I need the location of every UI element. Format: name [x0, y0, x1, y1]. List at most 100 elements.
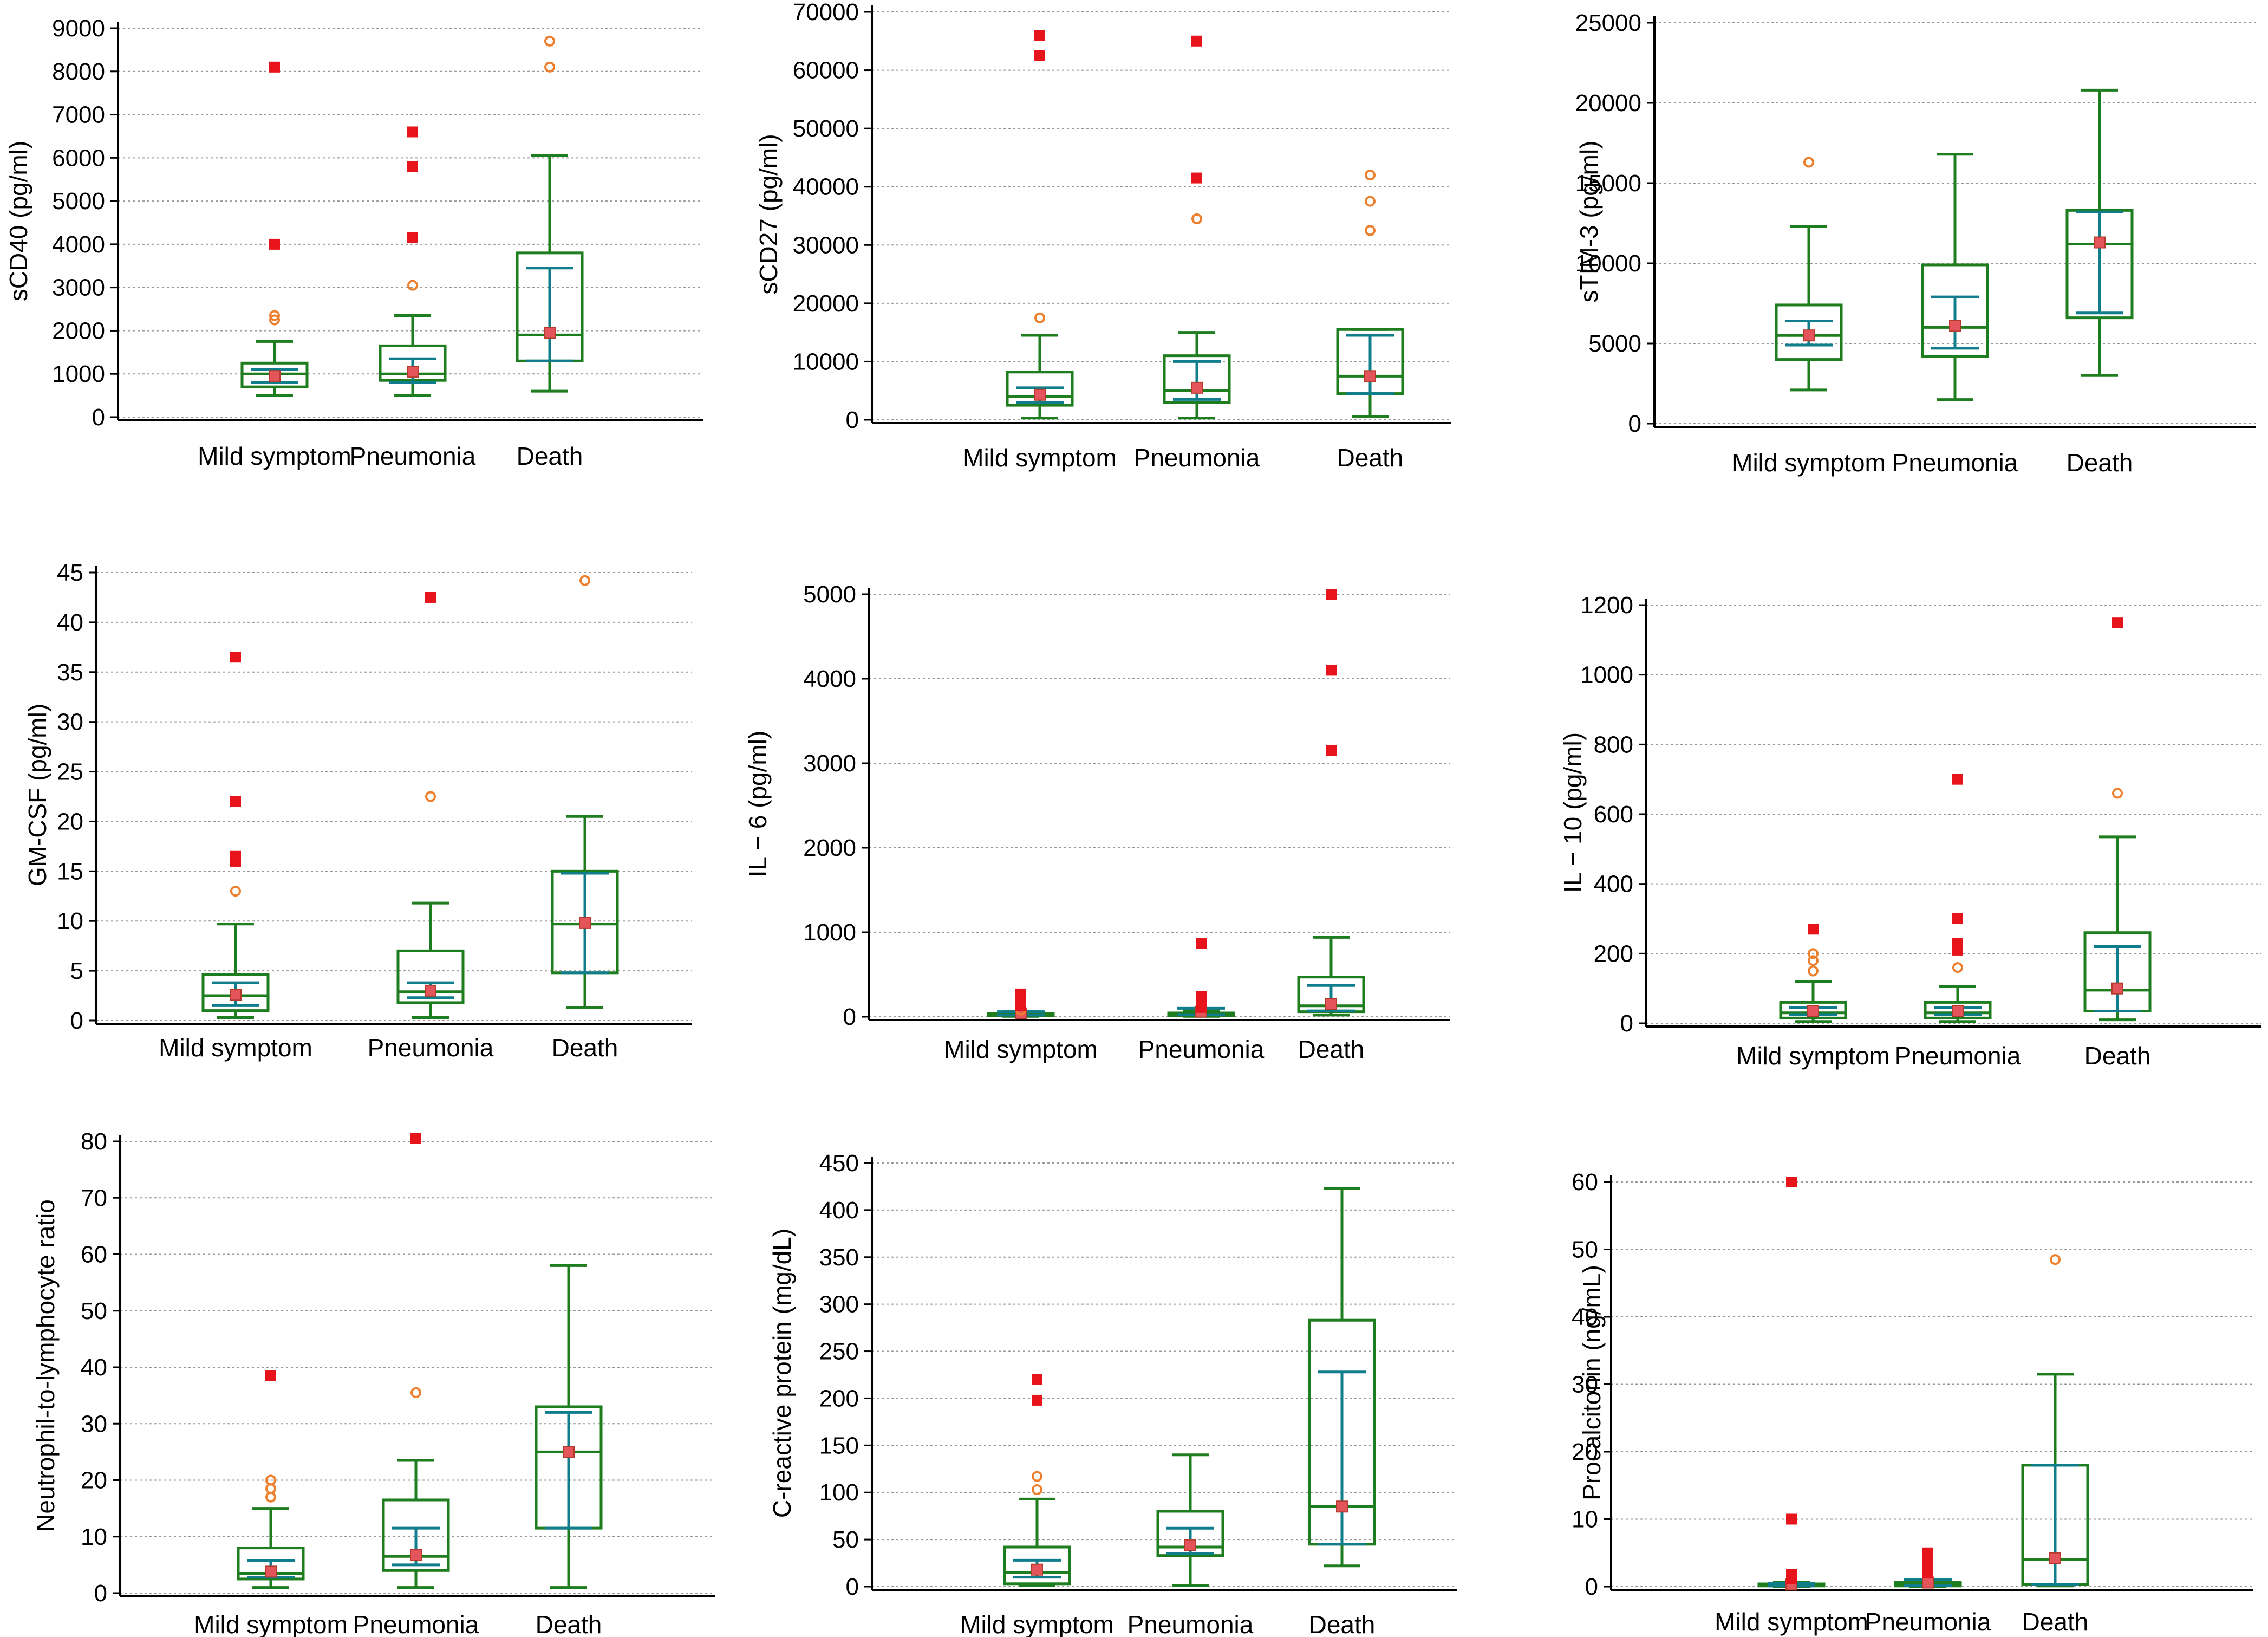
chart-panel-9: 0 10 20 30 40 50 60 Procalcitonin (ng/mL) Mild s… — [1572, 1169, 2253, 1636]
y-tick-label: 25000 — [1575, 10, 1641, 36]
y-axis-label: sCD40 (pg/ml) — [4, 141, 32, 302]
y-tick-label: 400 — [1594, 871, 1633, 898]
y-tick-label: 20 — [57, 808, 83, 835]
box-group-mild-symptom — [240, 61, 309, 397]
y-tick-label: 10000 — [793, 348, 859, 375]
y-tick-label: 2000 — [52, 317, 105, 344]
far-outlier-point — [1015, 988, 1026, 999]
far-outlier-point — [407, 161, 418, 172]
mean-marker — [2111, 982, 2123, 995]
y-tick-label: 400 — [819, 1197, 859, 1224]
y-tick-label: 30 — [1572, 1372, 1598, 1398]
mean-marker — [1922, 1576, 1934, 1589]
far-outlier-point — [265, 1370, 276, 1381]
x-category-label: Mild symptom — [963, 444, 1117, 472]
chart-panel-3: 0 5000 10000 15000 20000 25000 sTIM-3 (pg/ml) M… — [1575, 10, 2256, 477]
x-category-label: Pneumonia — [1865, 1608, 1991, 1636]
x-category-label: Death — [1298, 1035, 1365, 1063]
y-tick-label: 0 — [1620, 1010, 1633, 1037]
mean-marker — [265, 1565, 277, 1578]
mean-marker — [2094, 236, 2106, 249]
far-outlier-point — [1196, 1002, 1207, 1013]
outlier-point — [1032, 1484, 1042, 1496]
far-outlier-point — [1032, 1374, 1042, 1385]
far-outlier-point — [1326, 665, 1337, 676]
outlier-point — [410, 1387, 421, 1398]
box-group-death — [1308, 1187, 1376, 1568]
outlier-point — [1365, 170, 1376, 181]
box-group-mild-symptom — [1775, 157, 1843, 392]
iqr-box — [201, 973, 270, 1012]
far-outlier-point — [230, 652, 241, 663]
mean-marker — [1031, 1563, 1043, 1576]
y-tick-label: 70000 — [793, 0, 859, 25]
y-axis-label: C-reactive protein (mg/dL) — [768, 1229, 796, 1518]
far-outlier-point — [1786, 1569, 1797, 1580]
far-outlier-point — [1786, 1513, 1797, 1525]
mean-marker — [407, 366, 419, 378]
far-outlier-point — [1786, 1177, 1797, 1187]
x-category-label: Death — [2022, 1608, 2089, 1636]
y-tick-label: 0 — [1628, 411, 1641, 437]
y-tick-label: 60 — [81, 1242, 107, 1268]
outlier-point — [269, 314, 280, 326]
far-outlier-point — [230, 796, 241, 807]
box-group-pneumonia — [1167, 938, 1235, 1018]
y-axis-label: sTIM-3 (pg/ml) — [1575, 141, 1603, 303]
outlier-point — [544, 35, 555, 47]
far-outlier-point — [1326, 745, 1337, 756]
iqr-box — [1006, 371, 1074, 407]
x-category-label: Mild symptom — [194, 1610, 348, 1637]
chart-panel-6: 0 200 400 600 800 1000 1200 IL − 10 (pg/ml) Mild… — [1559, 592, 2261, 1070]
x-category-label: Pneumonia — [353, 1610, 479, 1637]
mean-marker — [579, 917, 591, 929]
iqr-box — [1163, 354, 1231, 404]
y-tick-label: 800 — [1594, 731, 1633, 758]
box-group-death — [551, 575, 619, 1009]
y-tick-label: 50 — [81, 1298, 107, 1324]
y-tick-label: 15000 — [1575, 170, 1641, 197]
far-outlier-point — [230, 850, 241, 862]
iqr-box — [1779, 1001, 1847, 1019]
y-tick-label: 0 — [94, 1580, 107, 1607]
y-axis-label: sCD27 (pg/ml) — [754, 134, 783, 295]
x-category-label: Pneumonia — [1138, 1035, 1265, 1063]
box-group-mild-symptom — [237, 1370, 305, 1589]
chart-panel-8: 0 50 100 150 200 250 300 350 400 450 C-reactive pr… — [768, 1150, 1457, 1637]
y-tick-label: 50 — [1572, 1237, 1598, 1263]
box-group-pneumonia — [382, 1133, 450, 1589]
iqr-box — [1003, 1545, 1071, 1586]
mean-marker — [1325, 998, 1337, 1010]
y-tick-label: 30 — [57, 709, 83, 736]
y-tick-label: 30 — [81, 1411, 107, 1437]
box-group-pneumonia — [396, 592, 465, 1019]
outlier-point — [579, 575, 590, 586]
far-outlier-point — [407, 232, 418, 243]
outlier-point — [407, 280, 418, 291]
far-outlier-point — [425, 592, 436, 603]
x-category-label: Mild symptom — [1715, 1608, 1868, 1636]
y-tick-label: 2000 — [803, 835, 856, 861]
y-tick-label: 40 — [57, 609, 83, 636]
far-outlier-point — [269, 61, 280, 73]
y-tick-label: 10 — [1572, 1506, 1598, 1533]
box-group-death — [2065, 88, 2134, 377]
chart-panel-5: 0 1000 2000 3000 4000 5000 IL − 6 (pg/ml) Mild … — [744, 581, 1450, 1063]
outlier-point — [1808, 965, 1819, 977]
y-tick-label: 100 — [819, 1479, 859, 1506]
iqr-box — [1775, 303, 1843, 361]
far-outlier-point — [1952, 913, 1963, 924]
y-tick-label: 350 — [819, 1244, 859, 1271]
y-tick-label: 300 — [819, 1291, 859, 1318]
outlier-point — [230, 886, 241, 897]
mean-marker — [563, 1446, 575, 1458]
far-outlier-point — [1191, 172, 1202, 184]
far-outlier-point — [1808, 924, 1819, 935]
far-outlier-point — [1196, 991, 1207, 1002]
x-category-label: Mild symptom — [944, 1035, 1098, 1063]
y-tick-label: 1000 — [803, 919, 856, 946]
y-tick-label: 40000 — [793, 174, 859, 200]
chart-panel-1: 0 1000 2000 3000 4000 5000 6000 7000 8000 9000 sCD… — [4, 15, 703, 470]
y-tick-label: 40 — [1572, 1304, 1598, 1330]
